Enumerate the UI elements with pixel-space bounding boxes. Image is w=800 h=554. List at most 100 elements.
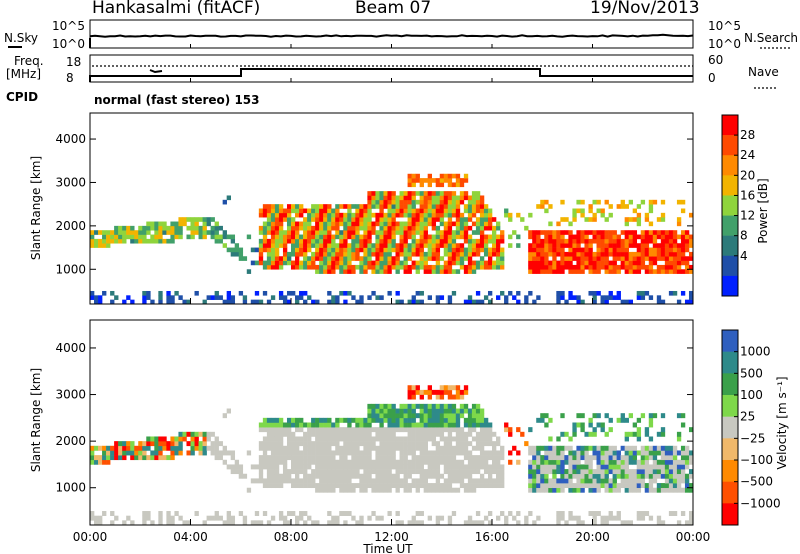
velocity-cell bbox=[130, 441, 135, 447]
power-cell bbox=[286, 204, 292, 209]
velocity-cell bbox=[660, 455, 666, 461]
velocity-cell bbox=[311, 431, 316, 437]
power-cell bbox=[331, 251, 336, 257]
power-cell bbox=[427, 182, 432, 188]
power-cell bbox=[387, 230, 392, 235]
power-cell bbox=[299, 225, 304, 231]
power-cell bbox=[443, 204, 449, 209]
velocity-cell bbox=[588, 431, 593, 437]
power-cell bbox=[560, 295, 565, 300]
velocity-cell bbox=[178, 445, 183, 451]
velocity-cell bbox=[335, 515, 340, 521]
velocity-cell bbox=[564, 469, 569, 475]
power-cell bbox=[660, 251, 666, 257]
velocity-cell bbox=[387, 441, 392, 447]
power-cell bbox=[680, 251, 686, 257]
power-cell bbox=[291, 264, 296, 270]
power-cell bbox=[560, 264, 565, 270]
power-cell bbox=[158, 234, 163, 240]
velocity-cell bbox=[435, 427, 441, 433]
velocity-cell bbox=[198, 431, 203, 437]
power-cell bbox=[391, 221, 396, 227]
power-cell bbox=[262, 230, 268, 235]
velocity-cell bbox=[640, 511, 646, 516]
velocity-cell bbox=[447, 422, 453, 428]
velocity-cell bbox=[471, 459, 477, 465]
power-cell bbox=[110, 234, 115, 240]
power-cell bbox=[118, 225, 123, 231]
velocity-cell bbox=[214, 515, 219, 521]
power-cell bbox=[572, 269, 577, 274]
velocity-cell bbox=[383, 427, 388, 433]
velocity-cell bbox=[552, 459, 557, 465]
power-cell bbox=[572, 243, 577, 248]
power-cell bbox=[608, 234, 613, 240]
power-cell bbox=[218, 295, 223, 300]
power-cell bbox=[258, 299, 264, 305]
power-cell bbox=[548, 264, 553, 270]
power-cell bbox=[415, 290, 420, 296]
power-cell bbox=[584, 238, 589, 244]
power-cell bbox=[379, 230, 384, 235]
power-cell bbox=[122, 238, 127, 244]
power-cell bbox=[492, 238, 497, 244]
velocity-cell bbox=[367, 464, 372, 470]
power-cell bbox=[339, 290, 344, 296]
velocity-cell bbox=[624, 417, 629, 423]
velocity-cell bbox=[435, 422, 441, 428]
velocity-cell bbox=[379, 487, 384, 493]
velocity-cell bbox=[282, 520, 288, 526]
velocity-cell bbox=[475, 478, 481, 484]
velocity-cell bbox=[516, 459, 521, 465]
power-cell bbox=[439, 204, 445, 209]
velocity-cell bbox=[544, 422, 549, 428]
velocity-cell bbox=[399, 459, 404, 465]
velocity-cell bbox=[363, 431, 368, 437]
velocity-cell bbox=[588, 487, 593, 493]
power-cell bbox=[608, 295, 613, 300]
velocity-cell bbox=[636, 436, 642, 442]
power-cell bbox=[174, 234, 179, 240]
velocity-cell bbox=[379, 450, 384, 456]
power-cell bbox=[483, 208, 489, 214]
velocity-cell bbox=[463, 385, 469, 391]
power-cell bbox=[122, 234, 127, 240]
xtick-label: 16:00 bbox=[475, 530, 510, 544]
power-cell bbox=[608, 212, 613, 218]
power-cell bbox=[351, 256, 356, 261]
power-cell bbox=[616, 234, 621, 240]
power-cell bbox=[291, 225, 296, 231]
velocity-cell bbox=[463, 473, 469, 479]
velocity-cell bbox=[455, 469, 461, 475]
power-cell bbox=[319, 269, 324, 274]
power-cell bbox=[122, 225, 127, 231]
velocity-cell bbox=[496, 473, 501, 479]
power-cell bbox=[387, 264, 392, 270]
power-cell bbox=[544, 269, 549, 274]
power-cell bbox=[528, 260, 533, 266]
power-cell bbox=[564, 264, 569, 270]
power-cell bbox=[387, 238, 392, 244]
velocity-cell bbox=[339, 431, 344, 437]
power-cell bbox=[431, 208, 437, 214]
velocity-cell bbox=[652, 459, 658, 465]
velocity-cell bbox=[588, 464, 593, 470]
velocity-cell bbox=[323, 487, 328, 493]
power-cell bbox=[367, 234, 372, 240]
power-cell bbox=[383, 264, 388, 270]
power-cell bbox=[640, 199, 646, 205]
velocity-cell bbox=[564, 445, 569, 451]
velocity-cell bbox=[395, 464, 400, 470]
power-cell bbox=[214, 295, 219, 300]
velocity-cell bbox=[419, 413, 424, 419]
power-cell bbox=[552, 269, 557, 274]
power-cell bbox=[592, 199, 597, 205]
velocity-cell bbox=[431, 422, 437, 428]
power-cell bbox=[270, 260, 276, 266]
power-cell bbox=[262, 260, 268, 266]
velocity-cell bbox=[407, 403, 412, 409]
power-cell bbox=[291, 234, 296, 240]
velocity-cell bbox=[423, 450, 428, 456]
velocity-cell bbox=[608, 417, 613, 423]
velocity-cell bbox=[672, 450, 678, 456]
